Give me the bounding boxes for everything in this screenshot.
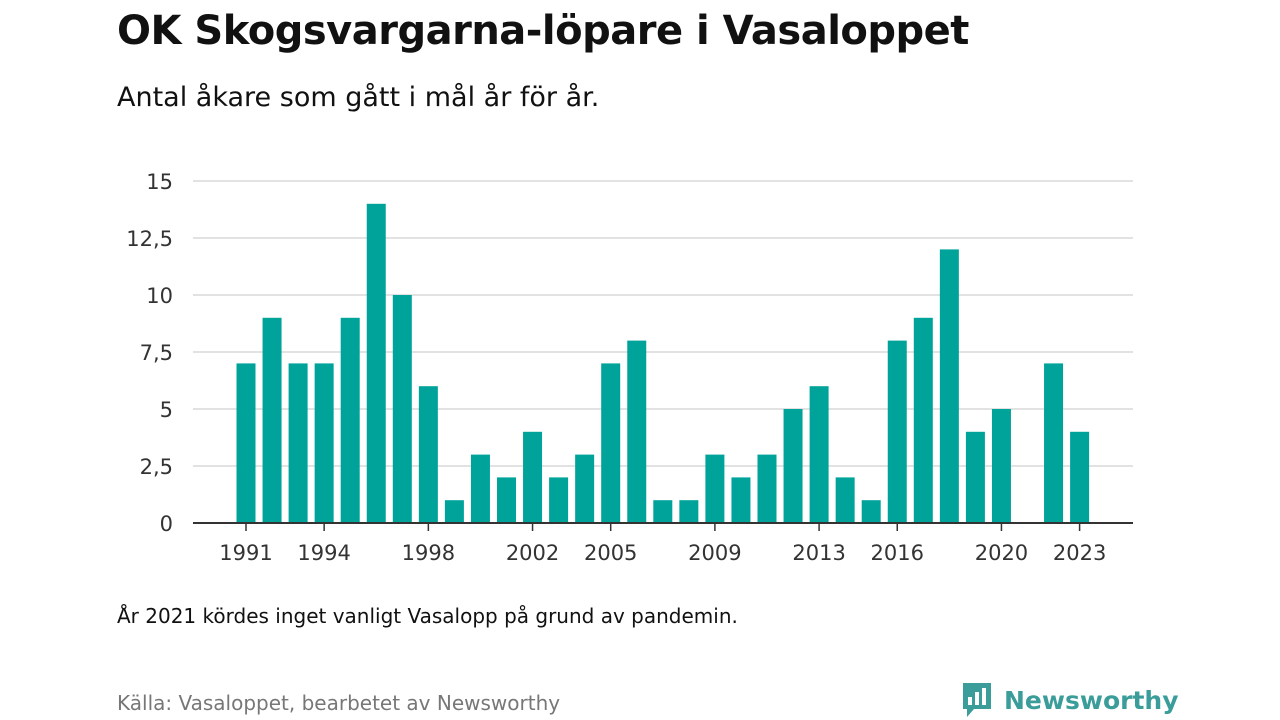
- x-tick-label: 2016: [871, 541, 924, 565]
- bar[interactable]: [523, 431, 543, 523]
- bar[interactable]: [418, 386, 438, 523]
- bar[interactable]: [783, 409, 803, 523]
- bar[interactable]: [991, 409, 1011, 523]
- bar[interactable]: [601, 363, 621, 523]
- bar[interactable]: [1070, 431, 1090, 523]
- x-tick-label: 2005: [584, 541, 637, 565]
- bar[interactable]: [1044, 363, 1064, 523]
- y-tick-label: 10: [146, 284, 173, 308]
- x-tick-label: 2013: [792, 541, 845, 565]
- x-tick-label: 1991: [219, 541, 272, 565]
- logo-text: Newsworthy: [1004, 685, 1179, 715]
- bar[interactable]: [731, 477, 751, 523]
- bar-chart: 0 2,5 5 7,5 10 12,5 15 1991 1994 1998 2002 2005 200…: [126, 170, 1133, 565]
- chart-title: OK Skogsvargarna-löpare i Vasaloppet: [117, 8, 969, 54]
- x-tick-label: 2020: [975, 541, 1028, 565]
- chart-subtitle: Antal åkare som gått i mål år för år.: [117, 82, 600, 113]
- x-axis-ticks: 1991 1994 1998 2002 2005 2009 2013 2016 2020 2023: [193, 522, 1133, 565]
- x-tick-label: 2002: [506, 541, 559, 565]
- bar[interactable]: [575, 454, 595, 523]
- bar[interactable]: [236, 363, 256, 523]
- y-tick-label: 15: [146, 170, 173, 194]
- source-text: Källa: Vasaloppet, bearbetet av Newswort…: [117, 691, 561, 715]
- x-tick-label: 1998: [402, 541, 455, 565]
- bar[interactable]: [549, 477, 569, 523]
- bar[interactable]: [470, 454, 490, 523]
- bars: [236, 203, 1090, 524]
- bar[interactable]: [965, 431, 985, 523]
- y-tick-label: 7,5: [140, 341, 173, 365]
- y-tick-label: 2,5: [140, 455, 173, 479]
- bar[interactable]: [887, 340, 907, 523]
- bar[interactable]: [340, 317, 360, 523]
- chart-note: År 2021 kördes inget vanligt Vasalopp på…: [117, 604, 738, 628]
- bar[interactable]: [835, 477, 855, 523]
- y-tick-label: 0: [160, 512, 173, 536]
- newsworthy-logo[interactable]: Newsworthy: [960, 680, 1179, 720]
- bar[interactable]: [913, 317, 933, 523]
- bar[interactable]: [653, 500, 673, 523]
- bar[interactable]: [679, 500, 699, 523]
- bar[interactable]: [444, 500, 464, 523]
- bar[interactable]: [627, 340, 647, 523]
- bar[interactable]: [939, 249, 959, 523]
- bar[interactable]: [262, 317, 282, 523]
- newsworthy-logo-icon: [963, 683, 991, 717]
- bar[interactable]: [314, 363, 334, 523]
- bar[interactable]: [392, 295, 412, 523]
- x-tick-label: 2009: [688, 541, 741, 565]
- y-axis-ticks: 0 2,5 5 7,5 10 12,5 15: [126, 170, 173, 536]
- x-tick-label: 1994: [297, 541, 350, 565]
- bar[interactable]: [809, 386, 829, 523]
- bar[interactable]: [757, 454, 777, 523]
- bar[interactable]: [705, 454, 725, 523]
- bar[interactable]: [288, 363, 308, 523]
- bar[interactable]: [861, 500, 881, 523]
- x-tick-label: 2023: [1053, 541, 1106, 565]
- y-tick-label: 5: [160, 398, 173, 422]
- bar[interactable]: [497, 477, 516, 523]
- y-tick-label: 12,5: [126, 227, 173, 251]
- bar[interactable]: [366, 203, 386, 524]
